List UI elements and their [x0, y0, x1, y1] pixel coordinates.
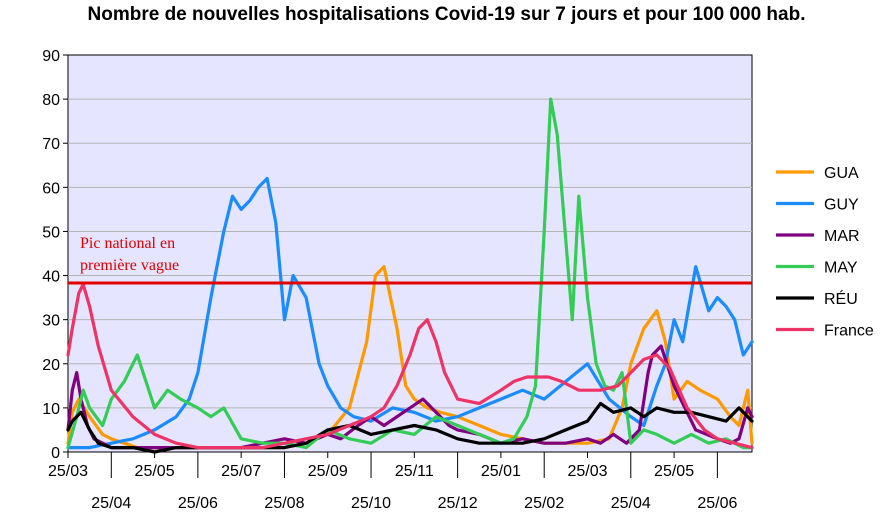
- y-axis: 0 10 20 30 40 50 60 70 80 90: [42, 48, 68, 462]
- y-tick-label: 10: [42, 401, 60, 418]
- y-tick-label: 50: [42, 224, 60, 241]
- plot-area: [67, 54, 753, 453]
- x-tick-label: 25/05: [654, 463, 694, 480]
- x-tick-label: 25/06: [697, 495, 737, 512]
- grid-lines: [68, 98, 752, 409]
- x-tick-label: 25/07: [221, 463, 261, 480]
- x-tick-label: 25/06: [178, 495, 218, 512]
- reference-annotation-line1: Pic national en: [80, 235, 175, 252]
- x-tick-label: 25/09: [308, 463, 348, 480]
- series-line-guy: [66, 176, 754, 450]
- series-lines: [66, 97, 754, 454]
- reference-annotation-line2: première vague: [80, 257, 179, 274]
- y-tick-label: 20: [42, 357, 60, 374]
- chart-title: Nombre de nouvelles hospitalisations Cov…: [87, 4, 806, 25]
- legend-label: MAY: [824, 260, 858, 277]
- x-tick-label: 25/04: [91, 495, 131, 512]
- x-tick-label: 25/02: [524, 495, 564, 512]
- x-tick-label: 25/08: [264, 495, 304, 512]
- y-tick-label: 80: [42, 92, 60, 109]
- legend-label: France: [824, 323, 874, 340]
- x-tick-label: 25/03: [48, 463, 88, 480]
- y-tick-label: 30: [42, 313, 60, 330]
- legend-label: GUY: [824, 197, 859, 214]
- series-line-france: [66, 282, 754, 450]
- x-tick-label: 25/10: [351, 495, 391, 512]
- y-tick-label: 40: [42, 269, 60, 286]
- x-tick-label: 25/04: [611, 495, 651, 512]
- legend-label: GUA: [824, 165, 859, 182]
- reference-line-group: Pic national en première vague: [68, 235, 752, 285]
- y-tick-label: 70: [42, 136, 60, 153]
- x-tick-label: 25/05: [135, 463, 175, 480]
- legend: GUA GUY MAR MAY RÉU France: [776, 165, 874, 340]
- x-tick-label: 25/03: [567, 463, 607, 480]
- y-tick-label: 0: [51, 445, 60, 462]
- x-tick-label: 25/12: [438, 495, 478, 512]
- series-line-réu: [66, 401, 754, 454]
- y-tick-label: 60: [42, 180, 60, 197]
- series-line-may: [66, 97, 754, 450]
- x-tick-label: 25/11: [395, 463, 434, 480]
- y-tick-label: 90: [42, 48, 60, 65]
- legend-label: RÉU: [824, 289, 858, 308]
- x-axis: 25/03 25/05 25/07 25/09 25/11 25/01 25/03 25/05…: [48, 452, 737, 512]
- legend-label: MAR: [824, 228, 860, 245]
- x-tick-label: 25/01: [481, 463, 521, 480]
